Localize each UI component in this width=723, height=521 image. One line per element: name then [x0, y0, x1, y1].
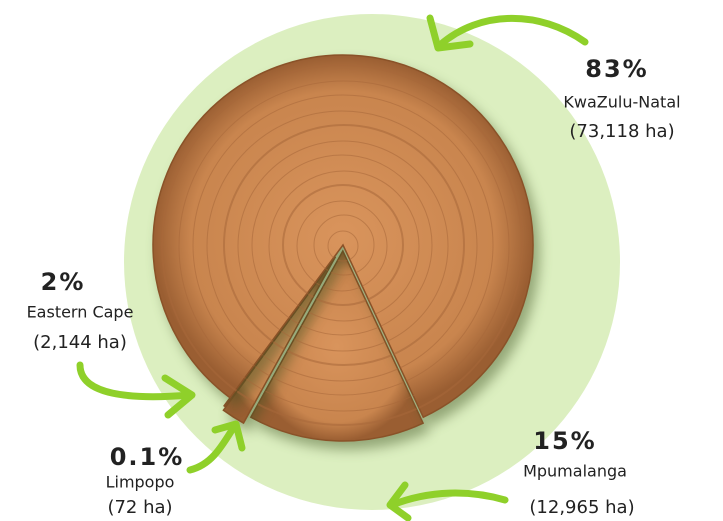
- hectare-label: (72 ha): [107, 497, 172, 518]
- hectare-label: (73,118 ha): [569, 121, 674, 142]
- region-name: Limpopo: [106, 473, 175, 492]
- percent-label: 2%: [41, 268, 86, 296]
- percent-label: 15%: [533, 427, 596, 455]
- hectare-label: (2,144 ha): [33, 332, 127, 353]
- hectare-label: (12,965 ha): [529, 497, 634, 518]
- percent-label: 83%: [585, 55, 648, 83]
- chart: 83% KwaZulu-Natal (73,118 ha) 15% Mpumalanga…: [0, 0, 723, 521]
- region-name: Mpumalanga: [523, 462, 627, 481]
- region-name: Eastern Cape: [27, 303, 134, 322]
- region-name: KwaZulu-Natal: [563, 93, 680, 112]
- percent-label: 0.1%: [110, 443, 185, 471]
